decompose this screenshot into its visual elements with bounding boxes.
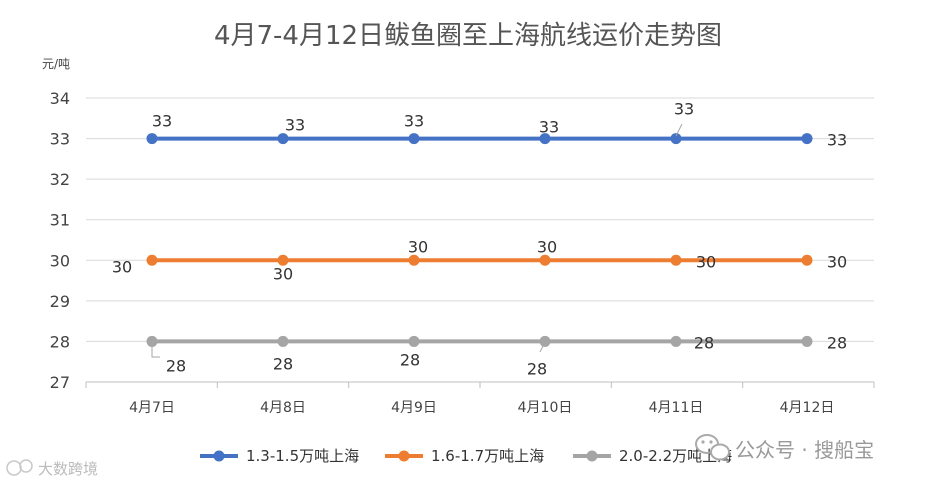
data-point <box>801 254 813 266</box>
watermark-right: 公众号 · 搜船宝 <box>695 434 874 462</box>
data-label: 30 <box>696 252 716 271</box>
x-tick-label: 4月8日 <box>260 400 306 416</box>
legend-label: 1.3-1.5万吨上海 <box>246 447 359 465</box>
legend-item: 2.0-2.2万吨上海 <box>573 447 732 465</box>
x-tick-label: 4月9日 <box>391 400 437 416</box>
data-point <box>146 133 158 145</box>
x-tick-label: 4月7日 <box>129 400 175 416</box>
data-point <box>801 133 813 145</box>
legend: 1.3-1.5万吨上海 1.6-1.7万吨上海 2.0-2.2万吨上海 <box>200 447 732 465</box>
series-2 <box>146 254 813 266</box>
data-label-leader <box>539 341 546 353</box>
data-point <box>670 133 682 145</box>
series-1 <box>146 133 813 145</box>
data-point <box>539 335 551 347</box>
data-point <box>801 335 813 347</box>
data-label: 33 <box>285 116 305 135</box>
data-point <box>539 133 551 145</box>
watermark-left-text: 大数跨境 <box>38 460 98 478</box>
data-point <box>408 335 420 347</box>
y-tick-label: 27 <box>50 373 70 392</box>
data-point <box>277 133 289 145</box>
data-point <box>670 254 682 266</box>
data-label: 33 <box>827 131 847 150</box>
data-label: 30 <box>112 257 132 276</box>
data-label: 33 <box>152 112 172 131</box>
y-tick-label: 33 <box>50 130 70 149</box>
y-tick-label: 29 <box>50 292 70 311</box>
y-axis-ticks: 27 28 29 30 31 32 33 34 <box>50 89 70 392</box>
legend-label: 2.0-2.2万吨上海 <box>619 447 732 465</box>
data-point <box>277 254 289 266</box>
data-point <box>146 254 158 266</box>
x-tick-label: 4月10日 <box>518 400 573 416</box>
legend-swatch-marker <box>398 450 410 462</box>
data-point <box>277 335 289 347</box>
data-label: 28 <box>400 350 420 369</box>
x-tick-label: 4月12日 <box>780 400 835 416</box>
data-label: 28 <box>527 359 547 378</box>
series-3 <box>146 335 813 347</box>
wechat-icon <box>695 434 730 461</box>
data-point <box>539 254 551 266</box>
data-label: 28 <box>827 333 847 352</box>
data-label: 33 <box>539 118 559 137</box>
data-labels: 33 33 33 33 33 33 30 30 30 30 30 30 28 28 28 28 28 28 <box>112 100 847 379</box>
data-label: 28 <box>273 354 293 373</box>
legend-swatch-marker <box>586 450 598 462</box>
data-label: 33 <box>404 112 424 131</box>
x-axis-ticks: 4月7日 4月8日 4月9日 4月10日 4月11日 4月12日 <box>85 382 875 416</box>
y-axis-unit-label: 元/吨 <box>42 57 70 71</box>
watermark-left: 大数跨境 <box>6 459 98 478</box>
data-point <box>408 254 420 266</box>
data-label-leader <box>675 123 683 137</box>
data-point <box>670 335 682 347</box>
legend-item: 1.3-1.5万吨上海 <box>200 447 359 465</box>
data-point <box>408 133 420 145</box>
chart-title: 4月7-4月12日鲅鱼圈至上海航线运价走势图 <box>214 21 722 51</box>
y-tick-label: 30 <box>50 251 70 270</box>
data-label: 28 <box>166 356 186 375</box>
x-tick-label: 4月11日 <box>649 400 704 416</box>
y-tick-label: 32 <box>50 170 70 189</box>
data-label: 30 <box>273 264 293 283</box>
gridlines <box>86 97 874 383</box>
legend-item: 1.6-1.7万吨上海 <box>385 447 544 465</box>
data-label: 33 <box>674 100 694 119</box>
series-lines <box>146 133 813 347</box>
data-point <box>146 335 158 347</box>
y-tick-label: 34 <box>50 89 70 108</box>
data-label: 30 <box>408 237 428 256</box>
watermark-right-text: 公众号 · 搜船宝 <box>735 438 874 462</box>
brand-logo-icon <box>6 459 33 476</box>
legend-label: 1.6-1.7万吨上海 <box>431 447 544 465</box>
data-label: 30 <box>537 237 557 256</box>
y-tick-label: 28 <box>50 332 70 351</box>
data-label: 28 <box>694 333 714 352</box>
legend-swatch-marker <box>213 450 225 462</box>
y-tick-label: 31 <box>50 211 70 230</box>
data-label: 30 <box>827 252 847 271</box>
data-label-leader <box>151 342 160 358</box>
